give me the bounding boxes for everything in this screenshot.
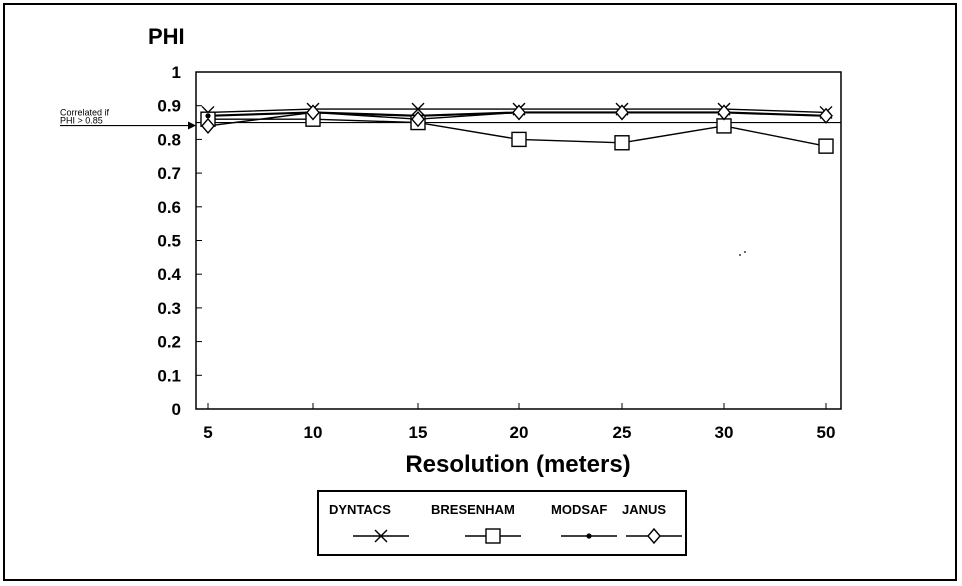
y-tick-label: 0.7 bbox=[157, 164, 181, 183]
y-tick-label: 0 bbox=[172, 400, 181, 419]
data-point-janus bbox=[411, 111, 425, 128]
legend-label-dyntacs: DYNTACS bbox=[329, 502, 391, 517]
x-tick-label: 10 bbox=[304, 423, 323, 442]
data-point-janus bbox=[306, 104, 320, 121]
chart-title: PHI bbox=[148, 24, 185, 49]
x-tick-label: 25 bbox=[613, 423, 632, 442]
legend-swatch-marker-dyntacs bbox=[374, 529, 388, 543]
y-tick-label: 0.1 bbox=[157, 366, 181, 385]
x-tick-label: 5 bbox=[203, 423, 212, 442]
y-tick-label: 0.4 bbox=[157, 265, 181, 284]
x-tick-label: 20 bbox=[510, 423, 529, 442]
y-tick-label: 0.2 bbox=[157, 333, 181, 352]
data-point-bresenham bbox=[511, 131, 527, 148]
y-tick-label: 0.6 bbox=[157, 198, 181, 217]
data-point-janus bbox=[717, 104, 731, 121]
legend-swatch-marker-bresenham bbox=[485, 528, 501, 544]
threshold-label-line2: PHI > 0.85 bbox=[60, 116, 103, 126]
x-tick-label: 30 bbox=[715, 423, 734, 442]
data-point-modsaf bbox=[205, 113, 211, 119]
x-tick-label: 50 bbox=[817, 423, 836, 442]
y-tick-label: 0.3 bbox=[157, 299, 181, 318]
data-point-janus bbox=[201, 117, 215, 134]
legend-label-janus: JANUS bbox=[622, 502, 667, 517]
y-axis: 0 0.1 0.2 0.3 0.4 0.5 0.6 0.7 0.8 0.9 1 bbox=[157, 63, 202, 419]
data-point-bresenham bbox=[716, 118, 732, 134]
legend-swatch-marker-modsaf bbox=[586, 533, 592, 539]
y-tick-label: 0.5 bbox=[157, 232, 181, 251]
legend-swatches bbox=[353, 527, 682, 545]
data-point-janus bbox=[819, 107, 833, 124]
series-markers bbox=[200, 102, 834, 154]
data-point-bresenham bbox=[818, 138, 834, 154]
y-tick-label: 0.9 bbox=[157, 97, 181, 116]
legend-swatch-marker-janus bbox=[647, 527, 661, 545]
x-axis: 5 10 15 20 25 30 50 bbox=[203, 403, 835, 442]
stray-dot bbox=[744, 251, 746, 253]
data-point-bresenham bbox=[614, 135, 630, 151]
legend-label-bresenham: BRESENHAM bbox=[431, 502, 515, 517]
chart-frame bbox=[3, 3, 957, 581]
y-tick-label: 1 bbox=[172, 63, 181, 82]
data-point-dyntacs bbox=[411, 102, 425, 116]
legend: DYNTACS BRESENHAM MODSAF JANUS bbox=[317, 490, 687, 556]
threshold-label-line1: Correlated if bbox=[60, 108, 110, 118]
x-axis-label: Resolution (meters) bbox=[405, 451, 630, 478]
stray-dot bbox=[739, 254, 741, 256]
legend-label-modsaf: MODSAF bbox=[551, 502, 608, 517]
data-point-janus bbox=[512, 104, 526, 121]
y-tick-label: 0.8 bbox=[157, 130, 181, 149]
x-tick-label: 15 bbox=[409, 423, 428, 442]
data-point-janus bbox=[615, 104, 629, 121]
threshold-arrow-head bbox=[188, 121, 196, 130]
